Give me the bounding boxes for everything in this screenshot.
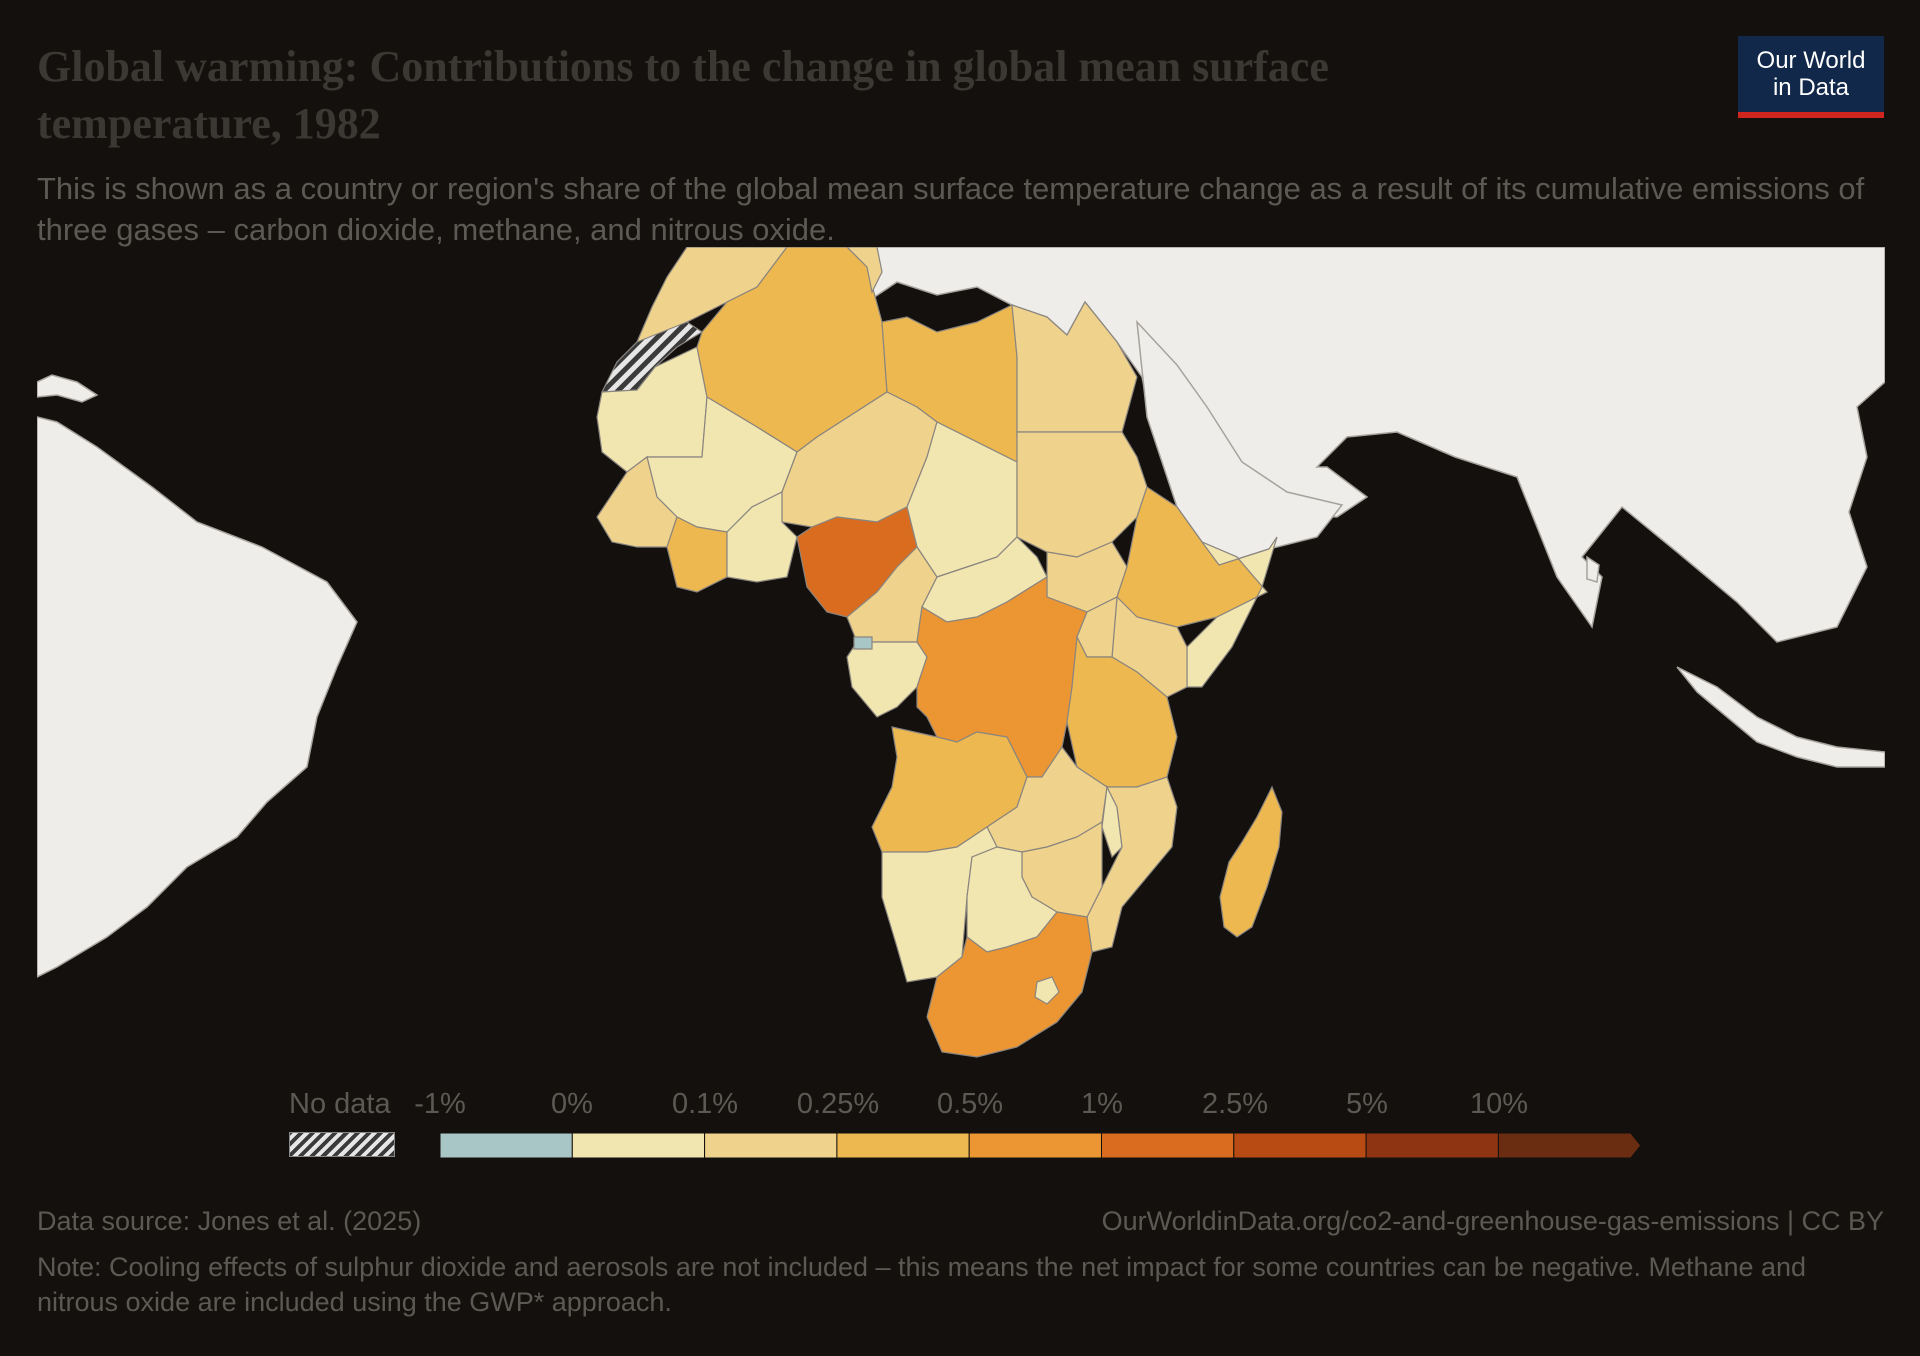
choropleth-map[interactable] [37,247,1885,1077]
legend-tick-label: 5% [1346,1088,1388,1120]
legend-tick-label: 1% [1081,1088,1123,1120]
legend-tick-label: 0.1% [671,1088,739,1120]
legend-tick-label: 0.25% [796,1088,880,1120]
region-sri-lanka[interactable] [1586,555,1600,583]
country-somalia[interactable] [1186,536,1278,688]
country-egypt[interactable] [1011,300,1138,433]
legend-no-data-swatch[interactable] [289,1132,395,1157]
country-south-africa[interactable] [926,911,1093,1058]
country-madagascar[interactable] [1219,785,1283,938]
chart-title: Global warming: Contributions to the cha… [37,42,1329,148]
logo-line-1: Our World [1756,47,1866,74]
data-source: Data source: Jones et al. (2025) [37,1206,422,1236]
legend-color-scale [440,1132,1640,1159]
country-gabon-congo[interactable] [846,641,928,718]
legend-tick-label: 0.5% [936,1088,1004,1120]
country-equatorial-guinea[interactable] [853,636,873,650]
logo-line-2: in Data [1772,74,1850,101]
legend-swatch[interactable] [440,1132,573,1159]
region-indonesia[interactable] [1676,666,1885,768]
legend-tick-label: 0% [551,1088,593,1120]
region-europe-asia[interactable] [687,247,1885,643]
legend-tick-label: -1% [414,1088,466,1120]
country-tunisia[interactable] [846,247,883,294]
legend-tick-label: 10% [1469,1088,1529,1120]
chart-note: Note: Cooling effects of sulphur dioxide… [37,1252,1807,1317]
legend-swatch[interactable] [1497,1132,1640,1159]
owid-logo[interactable]: Our World in Data [1738,36,1884,118]
region-caribbean-cuba[interactable] [37,374,99,403]
legend-no-data-label: No data [289,1088,391,1120]
legend-swatch[interactable] [1365,1132,1499,1159]
country-lesotho[interactable] [1034,976,1060,1005]
region-south-america[interactable] [37,416,358,978]
legend-tick-label: 2.5% [1201,1088,1269,1120]
legend-swatch[interactable] [1101,1132,1235,1159]
country-cote-divoire[interactable] [666,516,728,593]
legend-swatch[interactable] [704,1132,838,1159]
legend-swatch[interactable] [836,1132,970,1159]
legend-swatch[interactable] [968,1132,1103,1159]
chart-subtitle: This is shown as a country or region's s… [37,171,1865,247]
source-url-link[interactable]: OurWorldinData.org/co2-and-greenhouse-ga… [1101,1206,1884,1236]
logo-accent-bar [1738,112,1884,118]
region-arabian-peninsula[interactable] [1136,319,1344,566]
legend-swatch[interactable] [1233,1132,1367,1159]
legend-swatch[interactable] [571,1132,706,1159]
